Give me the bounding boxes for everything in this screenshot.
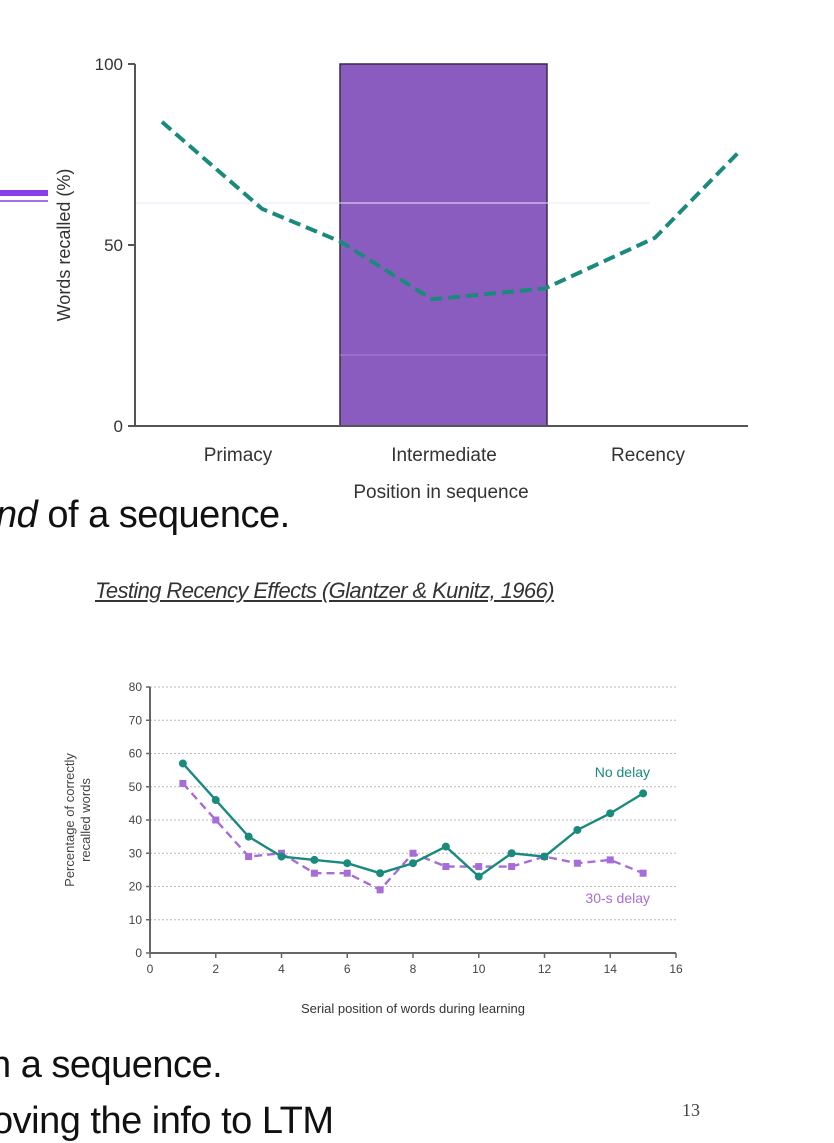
accent-bar-thin — [0, 200, 48, 202]
data-point-marker — [244, 832, 253, 841]
data-point-marker — [540, 852, 549, 861]
data-point-marker — [442, 863, 450, 871]
y-axis-title: Words recalled (%) — [54, 169, 74, 322]
y-tick-label: 60 — [129, 747, 143, 761]
data-point-marker — [277, 852, 286, 861]
y-tick-label: 0 — [114, 417, 123, 436]
recency-effects-chart: 0 10 20 30 40 50 60 70 80 0 2 4 6 8 10 12 14 16 Serial pos… — [62, 680, 683, 1016]
serial-position-curve — [160, 120, 742, 302]
no-delay-label: No delay — [595, 764, 650, 780]
y-tick-label: 0 — [135, 946, 142, 960]
data-point-marker — [606, 809, 615, 818]
data-point-marker — [376, 869, 385, 878]
data-point-marker — [475, 863, 483, 871]
y-tick-label: 100 — [95, 55, 123, 74]
x-axis-title: Position in sequence — [353, 482, 528, 503]
svg-text:Percentage of correctly: Percentage of correctly — [62, 753, 77, 887]
x-category-label: Primacy — [204, 445, 273, 466]
x-tick-label: 14 — [604, 962, 618, 976]
data-point-marker — [211, 796, 220, 805]
data-point-marker — [310, 855, 319, 864]
thirty-second-delay-label: 30-s delay — [585, 890, 650, 906]
accent-bar-thick — [0, 190, 48, 196]
y-axis-title: Percentage of correctly recalled words — [62, 753, 93, 887]
data-point-marker — [441, 842, 450, 851]
y-tick-label: 30 — [129, 846, 143, 860]
slide-text-line-3: oving the info to LTM — [0, 1100, 334, 1142]
data-point-marker — [343, 869, 351, 877]
x-tick-label: 0 — [147, 962, 154, 976]
y-tick-label: 20 — [129, 880, 143, 894]
data-point-marker — [573, 825, 582, 834]
y-tick-label: 50 — [104, 236, 123, 255]
x-tick-label: 10 — [472, 962, 486, 976]
x-tick-label: 6 — [344, 962, 351, 976]
x-tick-label: 8 — [410, 962, 417, 976]
slide-text-line-2: n a sequence. — [0, 1044, 223, 1086]
data-point-marker — [573, 859, 581, 867]
data-point-marker — [376, 886, 384, 894]
data-point-marker — [310, 869, 318, 877]
data-point-marker — [507, 849, 516, 858]
x-category-label: Recency — [611, 445, 685, 466]
data-point-marker — [178, 759, 187, 768]
data-point-marker — [212, 816, 220, 824]
x-tick-label: 4 — [278, 962, 285, 976]
intermediate-region-bar — [339, 63, 548, 427]
y-tick-label: 10 — [129, 913, 143, 927]
y-tick-label: 70 — [129, 713, 143, 727]
serial-position-chart: 0 50 100 Primacy Intermediate Recency Position… — [54, 55, 748, 503]
data-point-marker — [474, 872, 483, 881]
page-number: 13 — [682, 1100, 700, 1120]
slide-text-line-1: nd of a sequence. — [0, 494, 290, 537]
data-point-marker — [179, 779, 187, 787]
x-tick-label: 12 — [538, 962, 552, 976]
data-point-marker — [245, 853, 253, 861]
x-axis-title: Serial position of words during learning — [301, 1001, 525, 1016]
data-point-marker — [409, 849, 417, 857]
figure-caption: Testing Recency Effects (Glantzer & Kuni… — [95, 578, 555, 603]
italic-fragment: nd — [0, 494, 38, 536]
y-tick-label: 50 — [129, 780, 143, 794]
y-tick-label: 40 — [129, 813, 143, 827]
data-point-marker — [639, 789, 648, 798]
data-point-marker — [606, 856, 614, 864]
svg-text:recalled words: recalled words — [78, 778, 93, 862]
data-point-marker — [639, 869, 647, 877]
x-category-label: Intermediate — [391, 445, 497, 466]
x-tick-label: 16 — [669, 962, 683, 976]
text-fragment: of a sequence. — [37, 494, 290, 536]
data-point-marker — [508, 863, 516, 871]
data-point-marker — [343, 859, 352, 868]
y-tick-label: 80 — [129, 680, 143, 694]
data-point-marker — [409, 859, 417, 868]
x-tick-label: 2 — [212, 962, 219, 976]
